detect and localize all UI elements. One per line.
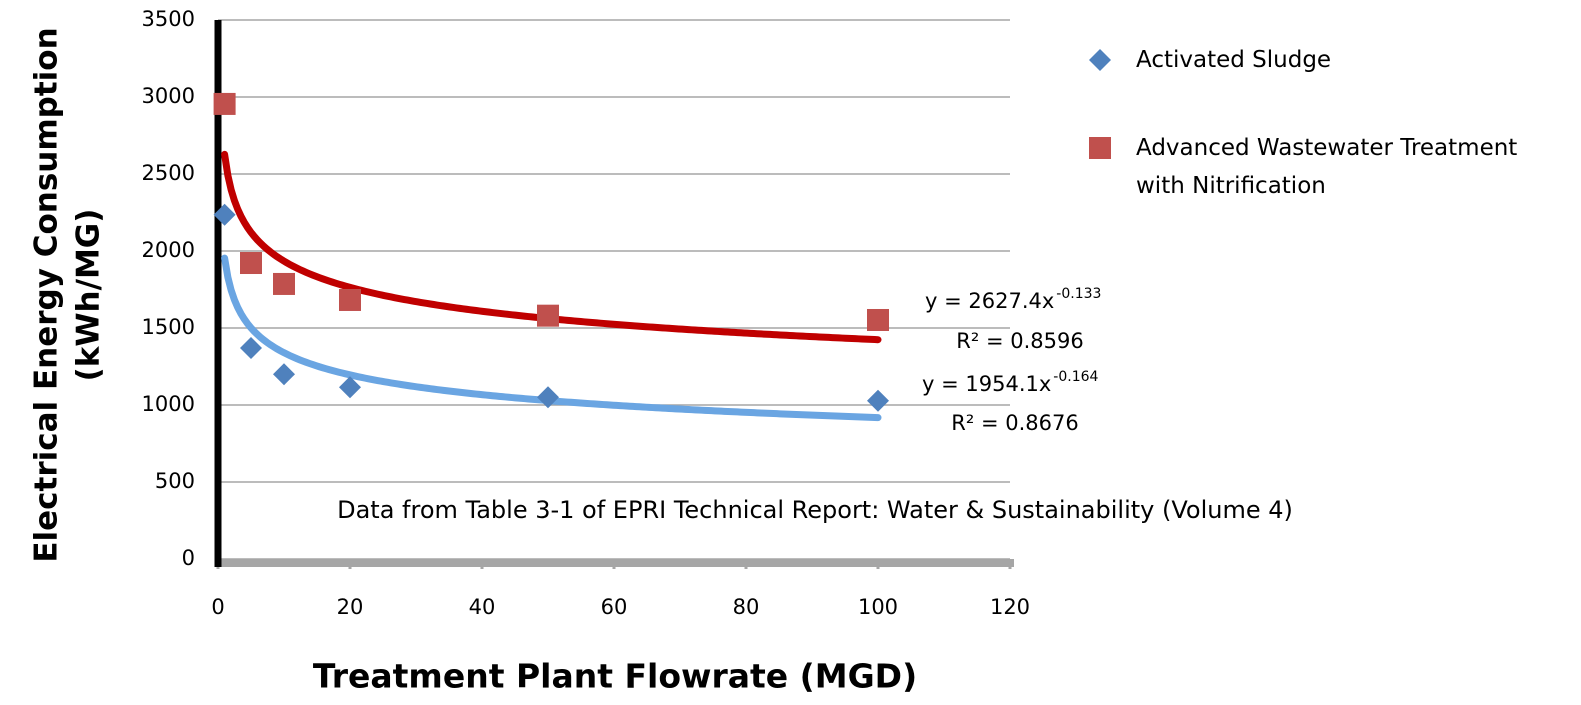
marker xyxy=(213,92,236,115)
trendline-exponent: -0.133 xyxy=(1056,286,1101,302)
y-tick-label: 2000 xyxy=(142,238,195,262)
x-axis-label: Treatment Plant Flowrate (MGD) xyxy=(313,657,917,696)
legend-label: Advanced Wastewater Treatment with Nitrif… xyxy=(1136,135,1517,199)
y-tick-label: 3000 xyxy=(142,84,195,108)
y-axis-label: Electrical Energy Consumption (kWh/MG) xyxy=(29,27,107,562)
x-tick-label: 120 xyxy=(990,595,1030,619)
y-axis-label-line: (kWh/MG) xyxy=(71,209,107,382)
marker xyxy=(240,252,262,275)
marker xyxy=(273,363,295,386)
legend-marker xyxy=(1089,49,1111,71)
legend-line: Activated Sludge xyxy=(1136,47,1331,73)
trendline-exponent: -0.164 xyxy=(1053,369,1098,385)
annotation: Data from Table 3-1 of EPRI Technical Re… xyxy=(337,496,1293,524)
x-tick-label: 60 xyxy=(601,595,628,619)
marker xyxy=(273,272,295,295)
y-tick-label: 1500 xyxy=(142,315,195,339)
marker xyxy=(537,386,559,409)
x-tick-label: 100 xyxy=(858,595,898,619)
legend-marker xyxy=(1089,137,1111,159)
y-tick-label: 2500 xyxy=(142,161,195,185)
legend-line: Advanced Wastewater Treatment xyxy=(1136,135,1517,161)
marker xyxy=(213,203,236,226)
marker xyxy=(240,337,262,360)
marker xyxy=(867,389,889,412)
marker xyxy=(867,308,889,331)
legend-label: Activated Sludge xyxy=(1136,47,1331,73)
y-axis-label-line: Electrical Energy Consumption xyxy=(29,27,65,562)
trendline-equation: y = 1954.1x xyxy=(922,372,1051,396)
y-tick-label: 500 xyxy=(155,469,195,493)
x-tick-label: 40 xyxy=(469,595,496,619)
marker xyxy=(339,376,361,399)
trendline-equation: y = 2627.4x xyxy=(925,289,1054,313)
x-tick-label: 20 xyxy=(337,595,364,619)
x-tick-label: 80 xyxy=(733,595,760,619)
trendline-r2: R² = 0.8596 xyxy=(956,329,1083,353)
x-tick-label: 0 xyxy=(211,595,224,619)
trendline-r2: R² = 0.8676 xyxy=(951,411,1078,435)
marker xyxy=(537,304,559,327)
y-tick-label: 0 xyxy=(182,546,195,570)
legend-line: with Nitrification xyxy=(1136,173,1326,199)
marker xyxy=(339,288,361,311)
y-tick-label: 1000 xyxy=(142,392,195,416)
y-tick-label: 3500 xyxy=(142,7,195,31)
